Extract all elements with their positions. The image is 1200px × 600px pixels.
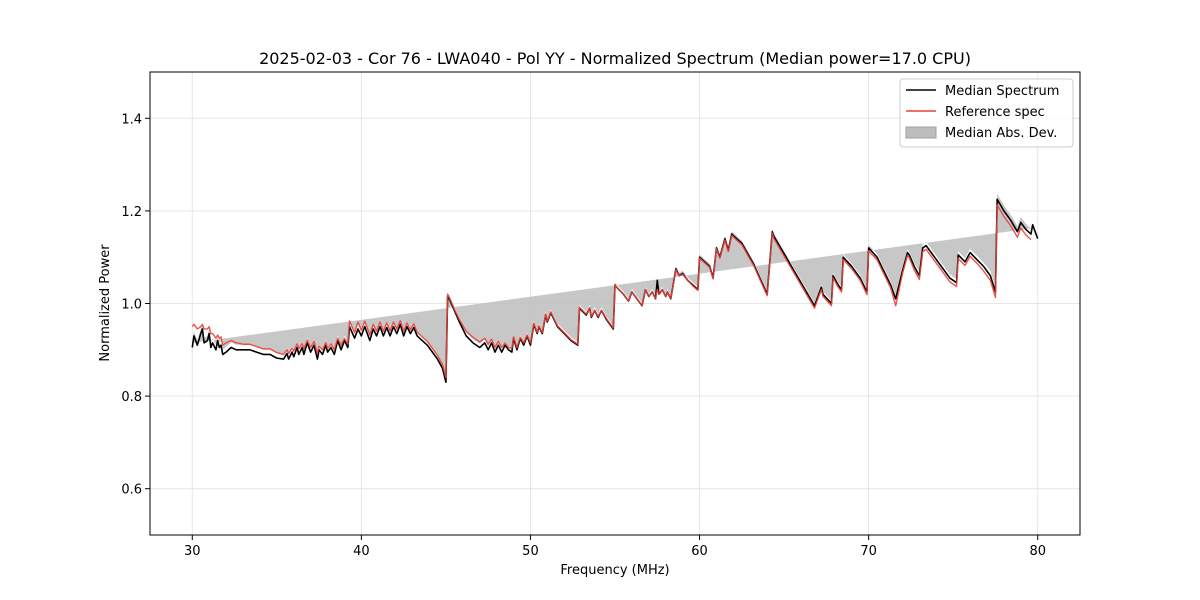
legend-box bbox=[899, 78, 1074, 148]
x-tick-label: 70 bbox=[860, 544, 877, 559]
y-tick-label: 1.4 bbox=[121, 112, 142, 127]
x-tick-label: 40 bbox=[353, 544, 370, 559]
legend-mad-label: Median Abs. Dev. bbox=[945, 126, 1057, 141]
y-tick-label: 0.8 bbox=[121, 390, 142, 405]
reference-spec-line bbox=[191, 204, 1032, 379]
legend-mad-swatch bbox=[905, 126, 937, 139]
y-axis-label: Normalized Power bbox=[98, 244, 113, 362]
x-tick-label: 50 bbox=[522, 544, 539, 559]
legend: Median Spectrum Reference spec Median Ab… bbox=[899, 78, 1074, 148]
y-tick-label: 0.6 bbox=[121, 483, 142, 498]
x-tick-label: 30 bbox=[184, 544, 201, 559]
y-tick-label: 1.0 bbox=[121, 298, 142, 313]
x-axis: 30 40 50 60 70 80 bbox=[184, 535, 1046, 559]
legend-reference-label: Reference spec bbox=[945, 105, 1045, 120]
x-tick-label: 60 bbox=[691, 544, 708, 559]
chart-title: 2025-02-03 - Cor 76 - LWA040 - Pol YY - … bbox=[259, 49, 971, 68]
mad-band bbox=[192, 193, 1031, 379]
legend-median-label: Median Spectrum bbox=[945, 84, 1059, 99]
x-axis-label: Frequency (MHz) bbox=[560, 563, 669, 578]
y-axis: 0.6 0.8 1.0 1.2 1.4 bbox=[121, 112, 150, 498]
y-tick-label: 1.2 bbox=[121, 205, 142, 220]
x-tick-label: 80 bbox=[1029, 544, 1046, 559]
